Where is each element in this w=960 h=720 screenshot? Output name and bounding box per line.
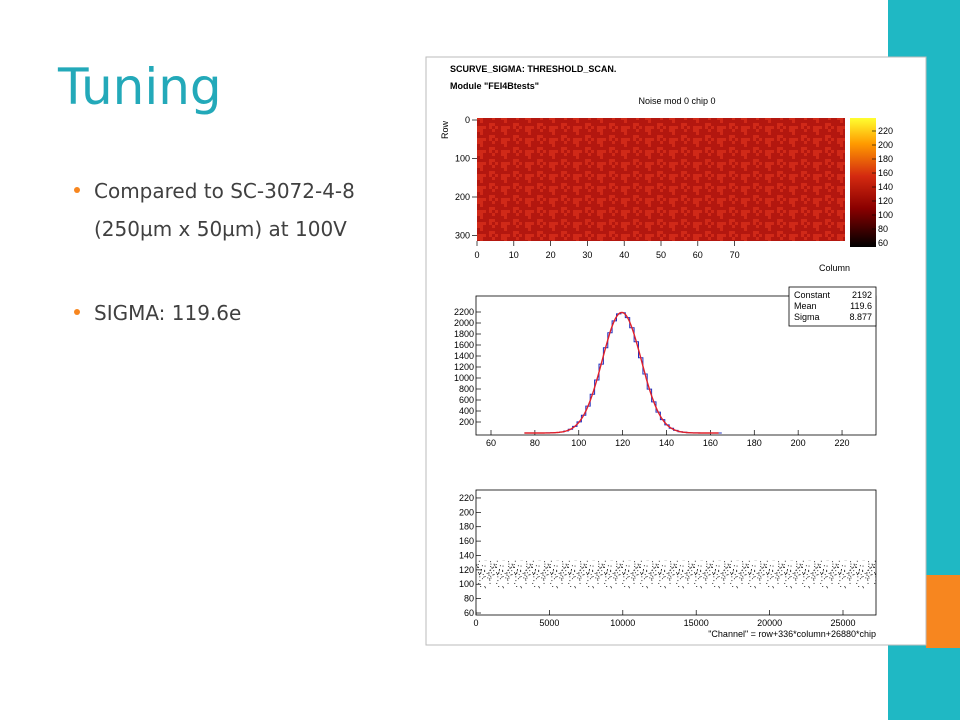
x-tick-label: 15000 (684, 618, 709, 628)
bullet: SIGMA: 119.6e (72, 294, 402, 332)
y-tick-label: 1200 (454, 362, 474, 372)
x-tick-label: 60 (486, 438, 496, 448)
stats-name: Mean (794, 301, 817, 311)
x-tick-label: 10 (509, 250, 519, 260)
z-tick-label: 120 (878, 196, 893, 206)
x-tick-label: 60 (693, 250, 703, 260)
y-tick-label: 220 (459, 493, 474, 503)
y-tick-label: 100 (459, 579, 474, 589)
fit-curve (524, 311, 719, 434)
x-tick-label: 10000 (610, 618, 635, 628)
z-tick-label: 220 (878, 126, 893, 136)
y-tick-label: 1400 (454, 351, 474, 361)
bullet-list: Compared to SC-3072-4-8 (250µm x 50µm) a… (72, 172, 402, 378)
x-tick-label: 50 (656, 250, 666, 260)
map-x-label: Column (819, 263, 850, 273)
y-tick-label: 2000 (454, 318, 474, 328)
y-tick-label: 80 (464, 594, 474, 604)
x-tick-label: 180 (747, 438, 762, 448)
slide-title: Tuning (58, 58, 222, 116)
y-tick-label: 140 (459, 550, 474, 560)
y-tick-label: 400 (459, 406, 474, 416)
z-tick-label: 60 (878, 238, 888, 248)
z-tick-label: 160 (878, 168, 893, 178)
y-tick-label: 180 (459, 522, 474, 532)
x-tick-label: 25000 (830, 618, 855, 628)
y-tick-label: 60 (464, 608, 474, 618)
stats-value: 8.877 (849, 312, 872, 322)
figure-header: Module "FEI4Btests" (450, 81, 539, 91)
figure-marks: 0 10 20 30 40 50 60 70 0 100 200 300 60 80 100 120 140 16… (454, 115, 893, 628)
color-scale (850, 118, 876, 247)
y-tick-label: 1600 (454, 340, 474, 350)
stats-value: 2192 (852, 290, 872, 300)
y-tick-label: 160 (459, 536, 474, 546)
x-tick-label: 0 (474, 250, 479, 260)
side-accent (926, 575, 960, 648)
stats-value: 119.6 (850, 301, 872, 311)
x-tick-label: 5000 (539, 618, 559, 628)
figure-header: SCURVE_SIGMA: THRESHOLD_SCAN. (450, 64, 616, 74)
x-tick-label: 100 (571, 438, 586, 448)
scatter-x-label: "Channel" = row+336*column+26880*chip (708, 629, 876, 639)
heatmap-noise (477, 118, 845, 241)
x-tick-label: 70 (730, 250, 740, 260)
x-tick-label: 220 (835, 438, 850, 448)
y-tick-label: 200 (459, 417, 474, 427)
y-tick-label: 0 (465, 115, 470, 125)
stats-box (788, 286, 877, 327)
y-tick-label: 100 (455, 154, 470, 164)
y-tick-label: 200 (455, 192, 470, 202)
y-tick-label: 800 (459, 384, 474, 394)
z-tick-label: 200 (878, 140, 893, 150)
z-tick-label: 140 (878, 182, 893, 192)
histogram-frame (475, 295, 877, 436)
y-tick-label: 1000 (454, 373, 474, 383)
y-tick-label: 300 (455, 231, 470, 241)
y-tick-label: 120 (459, 565, 474, 575)
y-tick-label: 1800 (454, 329, 474, 339)
x-tick-label: 200 (791, 438, 806, 448)
x-tick-label: 40 (619, 250, 629, 260)
bullet: Compared to SC-3072-4-8 (250µm x 50µm) a… (72, 172, 402, 248)
x-tick-label: 20000 (757, 618, 782, 628)
map-y-label: Row (440, 121, 450, 140)
x-tick-label: 30 (582, 250, 592, 260)
y-tick-label: 2200 (454, 307, 474, 317)
x-tick-label: 160 (703, 438, 718, 448)
z-tick-label: 80 (878, 224, 888, 234)
x-tick-label: 0 (473, 618, 478, 628)
y-tick-label: 200 (459, 507, 474, 517)
map-title: Noise mod 0 chip 0 (638, 96, 715, 106)
stats-name: Sigma (794, 312, 820, 322)
x-tick-label: 140 (659, 438, 674, 448)
x-tick-label: 20 (546, 250, 556, 260)
y-tick-label: 600 (459, 395, 474, 405)
x-tick-label: 120 (615, 438, 630, 448)
stats-name: Constant (794, 290, 831, 300)
scatter-band (476, 550, 876, 595)
x-tick-label: 80 (530, 438, 540, 448)
z-tick-label: 100 (878, 210, 893, 220)
z-tick-label: 180 (878, 154, 893, 164)
